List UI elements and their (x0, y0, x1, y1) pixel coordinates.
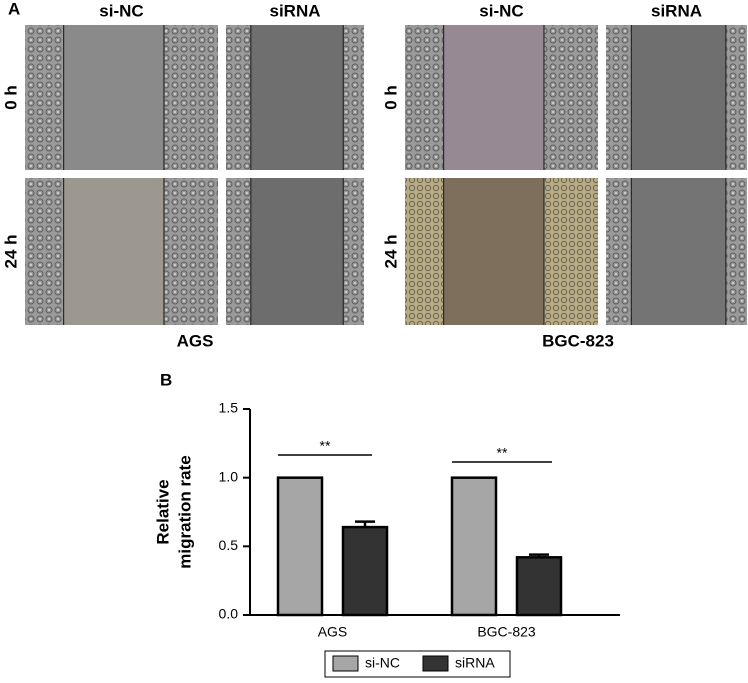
scratch-gap (631, 25, 726, 170)
cell-line-label: AGS (177, 331, 214, 350)
significance-label: ** (320, 438, 331, 454)
y-tick-label: 1.0 (219, 468, 239, 484)
scratch-gap (250, 178, 344, 325)
legend-label: si-NC (365, 655, 400, 671)
y-axis-label: Relative (153, 479, 172, 544)
row-label: 24 h (1, 234, 20, 268)
row-label: 0 h (1, 85, 20, 110)
column-header: si-NC (479, 1, 523, 20)
y-axis-label: migration rate (175, 455, 194, 568)
cell-line-label: BGC-823 (542, 331, 614, 350)
y-tick-label: 1.5 (219, 400, 239, 416)
bar (341, 525, 389, 617)
scratch-gap (443, 178, 544, 325)
significance-label: ** (497, 445, 508, 461)
scratch-gap (443, 25, 544, 170)
legend-swatch (332, 655, 359, 672)
column-header: si-NC (99, 1, 143, 20)
column-header: siRNA (651, 1, 702, 20)
bar (276, 476, 324, 617)
row-label: 0 h (381, 85, 400, 110)
legend-box (324, 650, 511, 678)
panel-label: A (8, 0, 20, 18)
legend-label: siRNA (455, 655, 495, 671)
y-tick-label: 0.5 (219, 537, 239, 553)
error-bar (529, 553, 549, 558)
scratch-gap (63, 25, 164, 170)
panel-label: B (160, 370, 172, 389)
x-tick-label: AGS (318, 624, 348, 640)
scratch-gap (250, 25, 344, 170)
bar (515, 556, 563, 617)
column-header: siRNA (269, 1, 320, 20)
scratch-gap (63, 178, 164, 325)
row-label: 24 h (381, 234, 400, 268)
error-bar (355, 520, 375, 528)
bar (450, 476, 498, 617)
x-tick-label: BGC-823 (477, 624, 536, 640)
y-tick-label: 0.0 (219, 606, 239, 622)
legend-swatch (422, 655, 449, 672)
scratch-gap (631, 178, 726, 325)
